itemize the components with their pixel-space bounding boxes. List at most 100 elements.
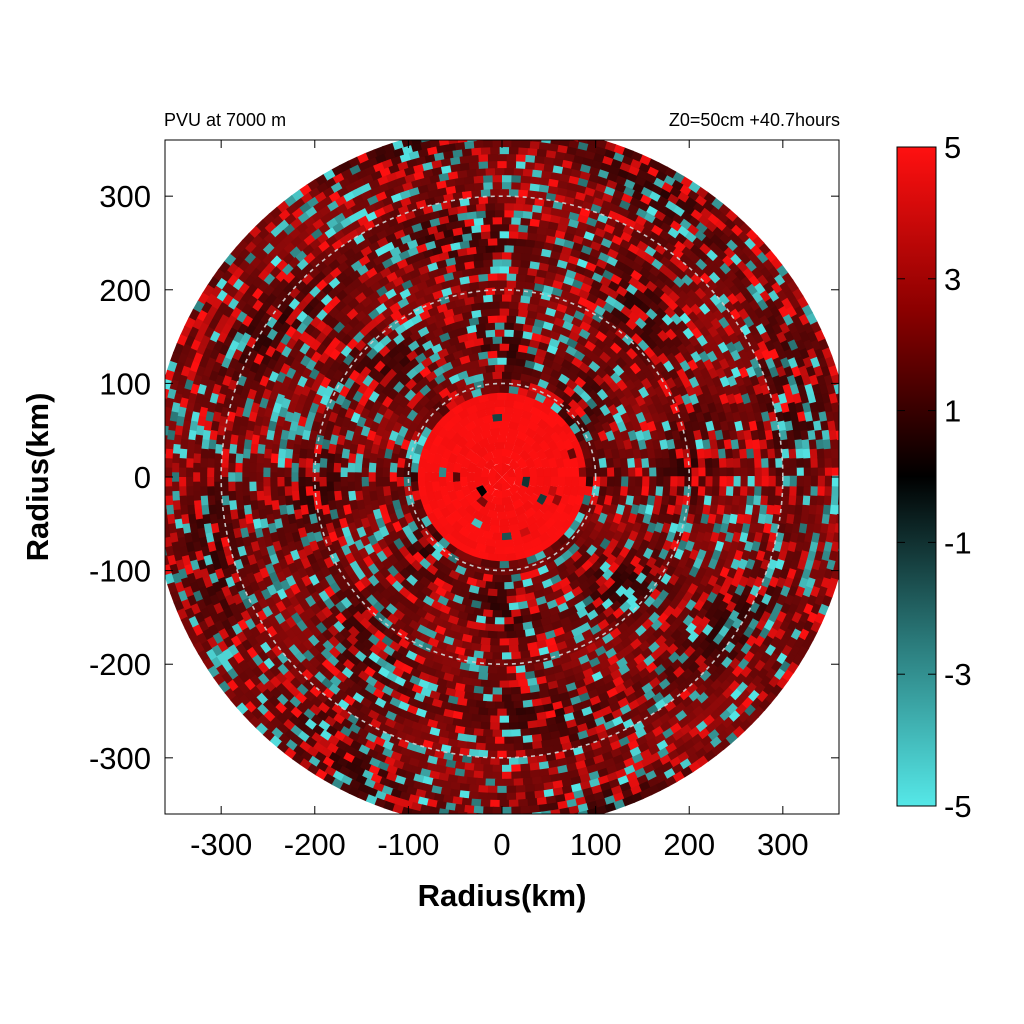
pv-cell: [803, 466, 812, 477]
pv-cell: [705, 419, 716, 432]
pv-cell: [484, 399, 496, 409]
pv-cell: [479, 385, 491, 396]
pv-cell: [553, 555, 567, 567]
pv-cell: [789, 456, 798, 468]
pv-cell: [382, 467, 390, 478]
pv-cell: [508, 223, 519, 232]
pv-cell: [533, 275, 545, 285]
pv-cell: [234, 453, 244, 465]
pv-cell: [375, 550, 388, 563]
pv-cell: [185, 467, 194, 479]
pv-cell: [628, 466, 636, 477]
pv-cell: [531, 289, 543, 299]
pv-cell: [491, 455, 502, 465]
pv-cell: [768, 475, 777, 487]
pv-cell: [407, 520, 419, 534]
pv-cell: [290, 472, 299, 483]
pv-cell: [489, 188, 500, 197]
pv-cell: [243, 504, 253, 516]
pv-cell: [746, 575, 758, 588]
pv-cell: [375, 752, 389, 764]
pv-cell: [605, 255, 619, 267]
pv-cell: [693, 428, 703, 441]
pv-cell: [513, 700, 525, 709]
pv-cell: [604, 411, 616, 424]
pv-cell: [540, 291, 552, 301]
pv-cell: [521, 465, 531, 477]
pv-cell: [466, 734, 478, 744]
pv-cell: [468, 592, 480, 602]
pv-cell: [354, 453, 364, 464]
pv-cell: [459, 399, 472, 411]
pv-cell: [411, 390, 425, 403]
pv-cell: [436, 764, 448, 775]
pv-cell: [691, 476, 700, 487]
pv-cell: [470, 231, 482, 241]
pv-cell: [206, 541, 217, 554]
pv-cell: [512, 202, 524, 211]
pv-cell: [447, 774, 460, 784]
pv-cell: [528, 448, 540, 461]
pv-cell: [206, 458, 215, 469]
pv-cell: [739, 531, 750, 543]
pv-cell: [534, 425, 548, 438]
pv-cell: [242, 495, 251, 507]
pv-cell: [333, 490, 343, 502]
pv-cell: [482, 251, 493, 261]
pv-cell: [558, 208, 571, 219]
pv-cell: [518, 643, 530, 653]
pv-cell: [499, 385, 510, 393]
pv-cell: [438, 772, 451, 782]
pv-cell: [566, 511, 578, 524]
pv-cell: [585, 476, 594, 487]
pv-cell: [519, 252, 531, 262]
pv-cell: [458, 415, 471, 428]
pv-cell: [509, 458, 521, 470]
pv-cell: [468, 316, 480, 326]
pv-cell: [339, 477, 348, 488]
pv-cell: [506, 434, 518, 445]
pv-cell: [252, 353, 264, 366]
pv-cell: [397, 396, 410, 409]
pv-cell: [379, 353, 392, 366]
pv-cell: [470, 344, 482, 355]
pv-cell: [506, 553, 518, 562]
pv-cell: [454, 489, 466, 502]
pv-cell: [677, 384, 689, 397]
pv-cell: [293, 558, 304, 571]
pv-cell: [591, 670, 605, 683]
pv-cell: [475, 496, 489, 508]
pv-cell: [222, 504, 231, 516]
pv-cell: [333, 481, 342, 492]
pv-cell: [649, 476, 658, 487]
pv-cell: [786, 512, 796, 525]
pv-cell: [552, 422, 565, 435]
pv-cell: [532, 543, 545, 555]
pv-cell: [321, 438, 331, 451]
pv-cell: [492, 532, 503, 541]
pv-cell: [456, 516, 470, 529]
pv-cell: [601, 268, 614, 281]
pv-cell: [213, 462, 222, 474]
pv-cell: [248, 361, 260, 375]
pv-cell: [711, 374, 723, 388]
pv-cell: [503, 167, 514, 176]
pv-cell: [487, 708, 499, 717]
pv-cell: [673, 547, 685, 561]
pv-cell: [544, 270, 557, 281]
pv-cell: [255, 462, 264, 474]
pv-cell: [430, 422, 443, 435]
pv-cell: [501, 336, 512, 344]
pv-cell: [348, 381, 361, 394]
pv-cell: [375, 657, 389, 670]
pv-cell: [441, 581, 454, 594]
pv-cell: [265, 513, 276, 526]
pv-cell: [539, 571, 552, 583]
pv-cell: [535, 304, 548, 315]
pv-cell: [503, 209, 514, 218]
pv-cell: [557, 333, 570, 345]
pv-cell: [764, 428, 774, 441]
pv-cell: [500, 174, 512, 183]
pv-cell: [727, 521, 737, 534]
pv-cell: [395, 258, 408, 270]
